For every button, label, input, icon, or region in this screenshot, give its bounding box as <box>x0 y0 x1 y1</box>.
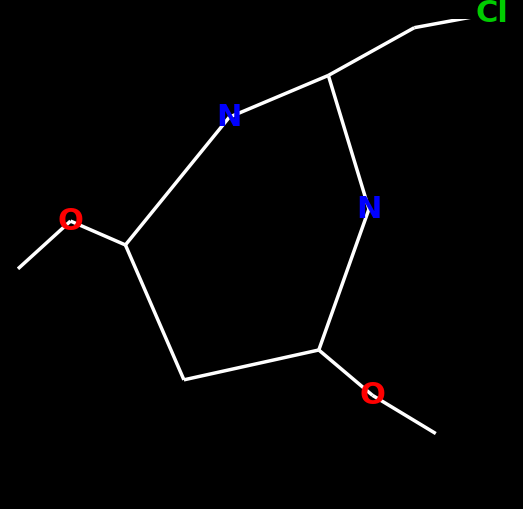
Text: N: N <box>356 194 382 223</box>
Text: O: O <box>58 207 84 236</box>
Text: O: O <box>360 381 385 410</box>
Text: N: N <box>217 103 242 132</box>
Text: Cl: Cl <box>475 0 508 28</box>
